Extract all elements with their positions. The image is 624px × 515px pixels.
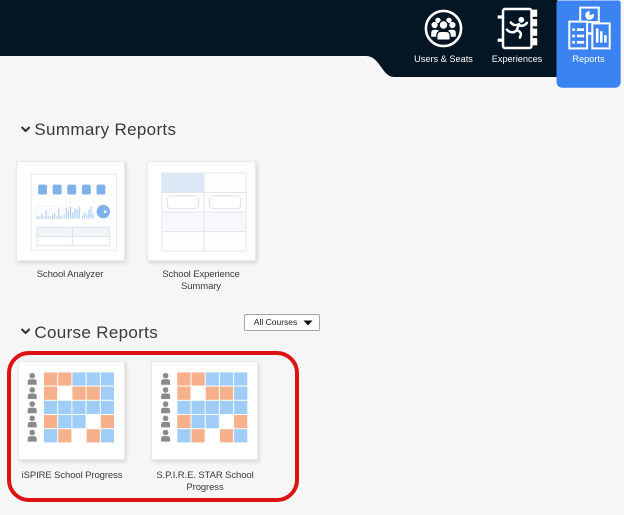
svg-text:Users & Seats: Users & Seats — [414, 54, 473, 64]
svg-text:Reports: Reports — [572, 54, 605, 64]
svg-text:Experiences: Experiences — [492, 54, 543, 64]
